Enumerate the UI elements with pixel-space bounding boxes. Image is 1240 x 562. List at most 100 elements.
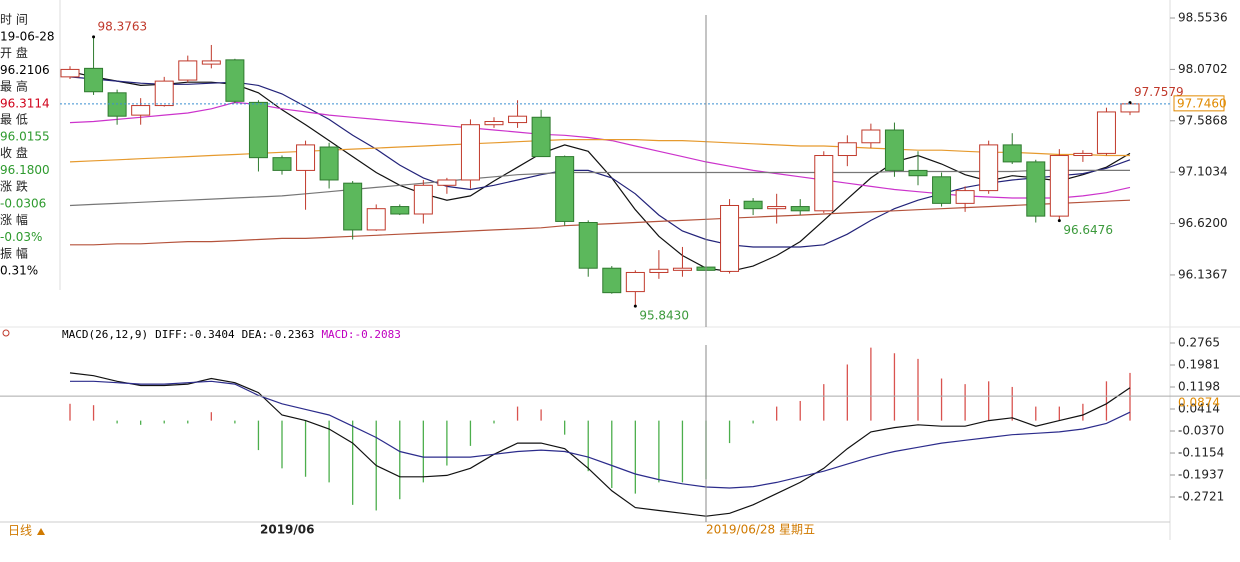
candle-body	[979, 144, 999, 192]
current-label: 0.0874	[1178, 396, 1220, 410]
info-label: 涨 幅	[0, 212, 28, 227]
candle-body	[884, 129, 904, 171]
y-tick-label: 98.5536	[1178, 11, 1228, 25]
candle-body	[837, 142, 857, 157]
candle-body	[531, 116, 551, 158]
candle-body	[154, 80, 174, 107]
extreme-label: 96.6476	[1063, 223, 1113, 237]
info-value: 96.2106	[0, 63, 50, 77]
y-tick-label: -0.1154	[1178, 446, 1224, 460]
candle-body	[437, 179, 457, 186]
moving-average	[69, 70, 1131, 273]
candle-body	[790, 206, 810, 212]
candle-body	[1120, 103, 1140, 113]
indicator-icon	[2, 329, 10, 337]
info-value: 96.1800	[0, 163, 50, 177]
y-tick-label: 97.5868	[1178, 113, 1228, 127]
y-tick-label: 0.1198	[1178, 379, 1220, 393]
macd-header: MACD:-0.2083	[321, 328, 400, 341]
candle-body	[555, 156, 575, 222]
candle-body	[508, 115, 528, 124]
y-tick-label: 96.6200	[1178, 216, 1228, 230]
candle-body	[248, 101, 268, 159]
moving-average	[69, 76, 1131, 248]
info-label: 收 盘	[0, 145, 28, 160]
candle-body	[767, 206, 787, 210]
candle-body	[460, 124, 480, 181]
info-label: 最 高	[0, 78, 28, 93]
period-arrow[interactable]	[37, 528, 45, 535]
info-label: 最 低	[0, 113, 28, 127]
extreme-label: 97.7579	[1134, 85, 1184, 99]
candle-body	[625, 271, 645, 293]
period-label: 日线	[8, 524, 32, 538]
info-label: 涨 跌	[0, 179, 28, 194]
candle-body	[1002, 144, 1022, 163]
candle-body	[672, 267, 692, 271]
candle-body	[1026, 161, 1046, 217]
y-tick-label: 96.1367	[1178, 267, 1228, 281]
candle-body	[178, 60, 198, 81]
info-value: -0.0306	[0, 197, 46, 211]
last-price-label: 97.7460	[1177, 96, 1227, 110]
candle-body	[932, 176, 952, 204]
info-label: 时 间	[0, 13, 28, 27]
candle-body	[908, 169, 928, 177]
x-tick-label: 2019/06/28 星期五	[706, 523, 815, 537]
candle-body	[578, 222, 598, 269]
info-value: 19-06-28	[0, 30, 54, 44]
candle-body	[814, 155, 834, 212]
extreme-marker	[1128, 101, 1132, 105]
candle-body	[201, 60, 221, 65]
extreme-marker	[633, 304, 637, 308]
last-price-box	[1173, 95, 1225, 112]
candle-body	[484, 121, 504, 126]
candle-body	[107, 92, 127, 117]
candle-body	[272, 157, 292, 171]
x-tick-label: 2019/06	[260, 523, 314, 537]
extreme-marker	[1057, 219, 1061, 223]
candle-body	[296, 144, 316, 171]
moving-average	[69, 139, 1130, 163]
candle-body	[225, 59, 245, 102]
candle-body	[861, 129, 881, 144]
candle-body	[60, 68, 80, 78]
candle-body	[366, 208, 386, 231]
candle-body	[1096, 111, 1116, 154]
candle-body	[413, 184, 433, 215]
macd-line	[70, 380, 1131, 489]
candle-body	[84, 67, 104, 93]
y-tick-label: 0.0414	[1178, 402, 1220, 416]
candle-body	[319, 146, 339, 181]
candle-body	[743, 200, 763, 210]
candle-body	[649, 268, 669, 273]
candle-body	[1049, 155, 1069, 217]
info-value: -0.03%	[0, 230, 42, 244]
y-tick-label: 98.0702	[1178, 62, 1228, 76]
macd-header: MACD(26,12,9)	[62, 328, 148, 341]
info-label: 开 盘	[0, 45, 28, 60]
y-tick-label: 0.1981	[1178, 358, 1220, 372]
candle-body	[1073, 152, 1093, 157]
macd-line	[69, 372, 1131, 517]
moving-average	[70, 199, 1131, 246]
info-value: 96.0155	[0, 130, 50, 144]
info-label: 振 幅	[0, 245, 28, 260]
moving-average	[69, 169, 1130, 207]
info-value: 0.31%	[0, 263, 38, 277]
candle-body	[720, 204, 740, 272]
candle-body	[602, 267, 622, 294]
macd-header: DIFF:-0.3404	[155, 328, 235, 341]
y-tick-label: 97.1034	[1178, 165, 1228, 179]
candle-body	[131, 105, 151, 116]
candle-body	[955, 190, 975, 204]
candle-body	[343, 182, 363, 231]
macd-header: DEA:-0.2363	[242, 328, 315, 341]
y-tick-label: -0.0370	[1178, 424, 1224, 438]
y-tick-label: 0.2765	[1178, 336, 1220, 350]
extreme-label: 95.8430	[639, 309, 689, 323]
y-tick-label: -0.2721	[1178, 490, 1224, 504]
y-tick-label: -0.1937	[1178, 468, 1224, 482]
